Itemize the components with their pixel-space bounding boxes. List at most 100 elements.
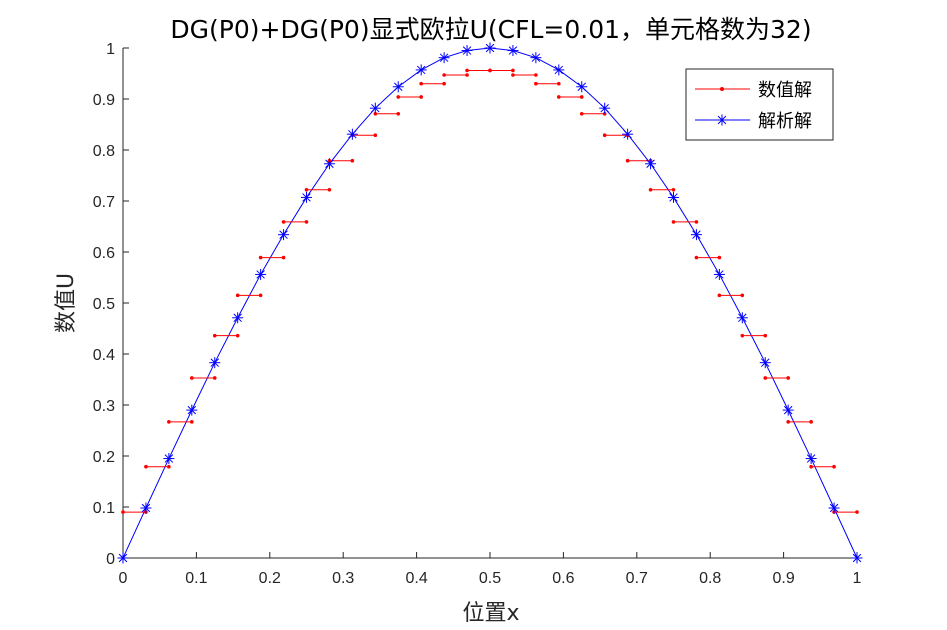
y-tick-label: 0.5 bbox=[93, 296, 115, 313]
numerical-point bbox=[465, 69, 469, 73]
numerical-cell bbox=[419, 82, 446, 86]
numerical-point bbox=[695, 256, 699, 260]
y-tick-label: 0.6 bbox=[93, 245, 115, 262]
y-tick-label: 0.2 bbox=[93, 449, 115, 466]
x-tick-label: 0.3 bbox=[332, 570, 354, 587]
y-axis-label: 数值U bbox=[54, 273, 79, 333]
numerical-point bbox=[534, 73, 538, 77]
x-tick-label: 0.1 bbox=[185, 570, 207, 587]
numerical-point bbox=[718, 256, 722, 260]
numerical-point bbox=[534, 82, 538, 86]
analytical-point bbox=[553, 64, 564, 75]
analytical-point bbox=[530, 52, 541, 63]
y-tick-label: 0.4 bbox=[93, 347, 115, 364]
numerical-point bbox=[649, 188, 653, 192]
numerical-point bbox=[305, 188, 309, 192]
numerical-point bbox=[282, 256, 286, 260]
analytical-point bbox=[829, 503, 840, 514]
numerical-point bbox=[442, 73, 446, 77]
analytical-point bbox=[760, 357, 771, 368]
analytical-point bbox=[301, 192, 312, 203]
numerical-point bbox=[213, 334, 217, 338]
y-tick-label: 0 bbox=[106, 551, 115, 568]
numerical-point bbox=[328, 188, 332, 192]
numerical-cell bbox=[534, 82, 561, 86]
numerical-cell bbox=[695, 256, 722, 260]
numerical-point bbox=[786, 376, 790, 380]
numerical-cell bbox=[465, 69, 492, 73]
numerical-cell bbox=[374, 112, 401, 116]
numerical-point bbox=[741, 334, 745, 338]
numerical-point bbox=[144, 465, 148, 469]
x-tick-label: 0.9 bbox=[772, 570, 794, 587]
numerical-point bbox=[741, 294, 745, 298]
x-tick-label: 0 bbox=[119, 570, 128, 587]
numerical-cell bbox=[649, 188, 676, 192]
analytical-point bbox=[416, 64, 427, 75]
numerical-point bbox=[259, 294, 263, 298]
analytical-point bbox=[645, 158, 656, 169]
numerical-point bbox=[465, 73, 469, 77]
numerical-point bbox=[213, 376, 217, 380]
x-tick-label: 1 bbox=[853, 570, 862, 587]
numerical-point bbox=[374, 133, 378, 137]
analytical-point bbox=[737, 312, 748, 323]
numerical-point bbox=[832, 465, 836, 469]
numerical-cell bbox=[259, 256, 286, 260]
y-tick-label: 0.1 bbox=[93, 500, 115, 517]
analytical-point bbox=[393, 81, 404, 92]
y-tick-label: 0.9 bbox=[93, 92, 115, 109]
numerical-point bbox=[580, 112, 584, 116]
x-tick-label: 0.6 bbox=[552, 570, 574, 587]
numerical-point bbox=[282, 220, 286, 224]
numerical-point bbox=[511, 69, 515, 73]
numerical-point bbox=[809, 465, 813, 469]
numerical-cell bbox=[488, 69, 515, 73]
numerical-cell bbox=[763, 376, 790, 380]
numerical-point bbox=[763, 334, 767, 338]
analytical-point bbox=[163, 453, 174, 464]
numerical-point bbox=[557, 95, 561, 99]
numerical-point bbox=[419, 95, 423, 99]
numerical-cell bbox=[809, 465, 836, 469]
numerical-cell bbox=[144, 465, 171, 469]
numerical-point bbox=[121, 510, 125, 514]
numerical-point bbox=[419, 82, 423, 86]
analytical-point bbox=[691, 229, 702, 240]
analytical-point bbox=[783, 405, 794, 416]
y-tick-label: 1 bbox=[106, 41, 115, 58]
numerical-point bbox=[305, 220, 309, 224]
numerical-cell bbox=[190, 376, 217, 380]
numerical-point bbox=[557, 82, 561, 86]
numerical-point bbox=[672, 188, 676, 192]
x-tick-label: 0.5 bbox=[479, 570, 501, 587]
analytical-point bbox=[370, 103, 381, 114]
y-tick-label: 0.3 bbox=[93, 398, 115, 415]
x-tick-label: 0.4 bbox=[405, 570, 427, 587]
analytical-point bbox=[507, 45, 518, 56]
numerical-cell bbox=[741, 334, 768, 338]
numerical-point bbox=[855, 510, 859, 514]
legend-marker-numerical bbox=[720, 87, 724, 91]
analytical-point bbox=[140, 503, 151, 514]
analytical-point bbox=[462, 45, 473, 56]
numerical-point bbox=[351, 159, 355, 163]
analytical-point bbox=[439, 52, 450, 63]
numerical-point bbox=[236, 294, 240, 298]
numerical-cell bbox=[672, 220, 699, 224]
numerical-point bbox=[809, 420, 813, 424]
numerical-cell bbox=[557, 95, 584, 99]
numerical-point bbox=[442, 82, 446, 86]
numerical-point bbox=[695, 220, 699, 224]
numerical-point bbox=[626, 159, 630, 163]
analytical-point bbox=[668, 192, 679, 203]
legend-label-numerical: 数值解 bbox=[758, 80, 812, 101]
analytical-point bbox=[209, 357, 220, 368]
numerical-point bbox=[718, 294, 722, 298]
y-tick-label: 0.8 bbox=[93, 143, 115, 160]
numerical-cell bbox=[580, 112, 607, 116]
numerical-point bbox=[511, 73, 515, 77]
numerical-cell bbox=[167, 420, 194, 424]
analytical-point bbox=[118, 553, 129, 564]
